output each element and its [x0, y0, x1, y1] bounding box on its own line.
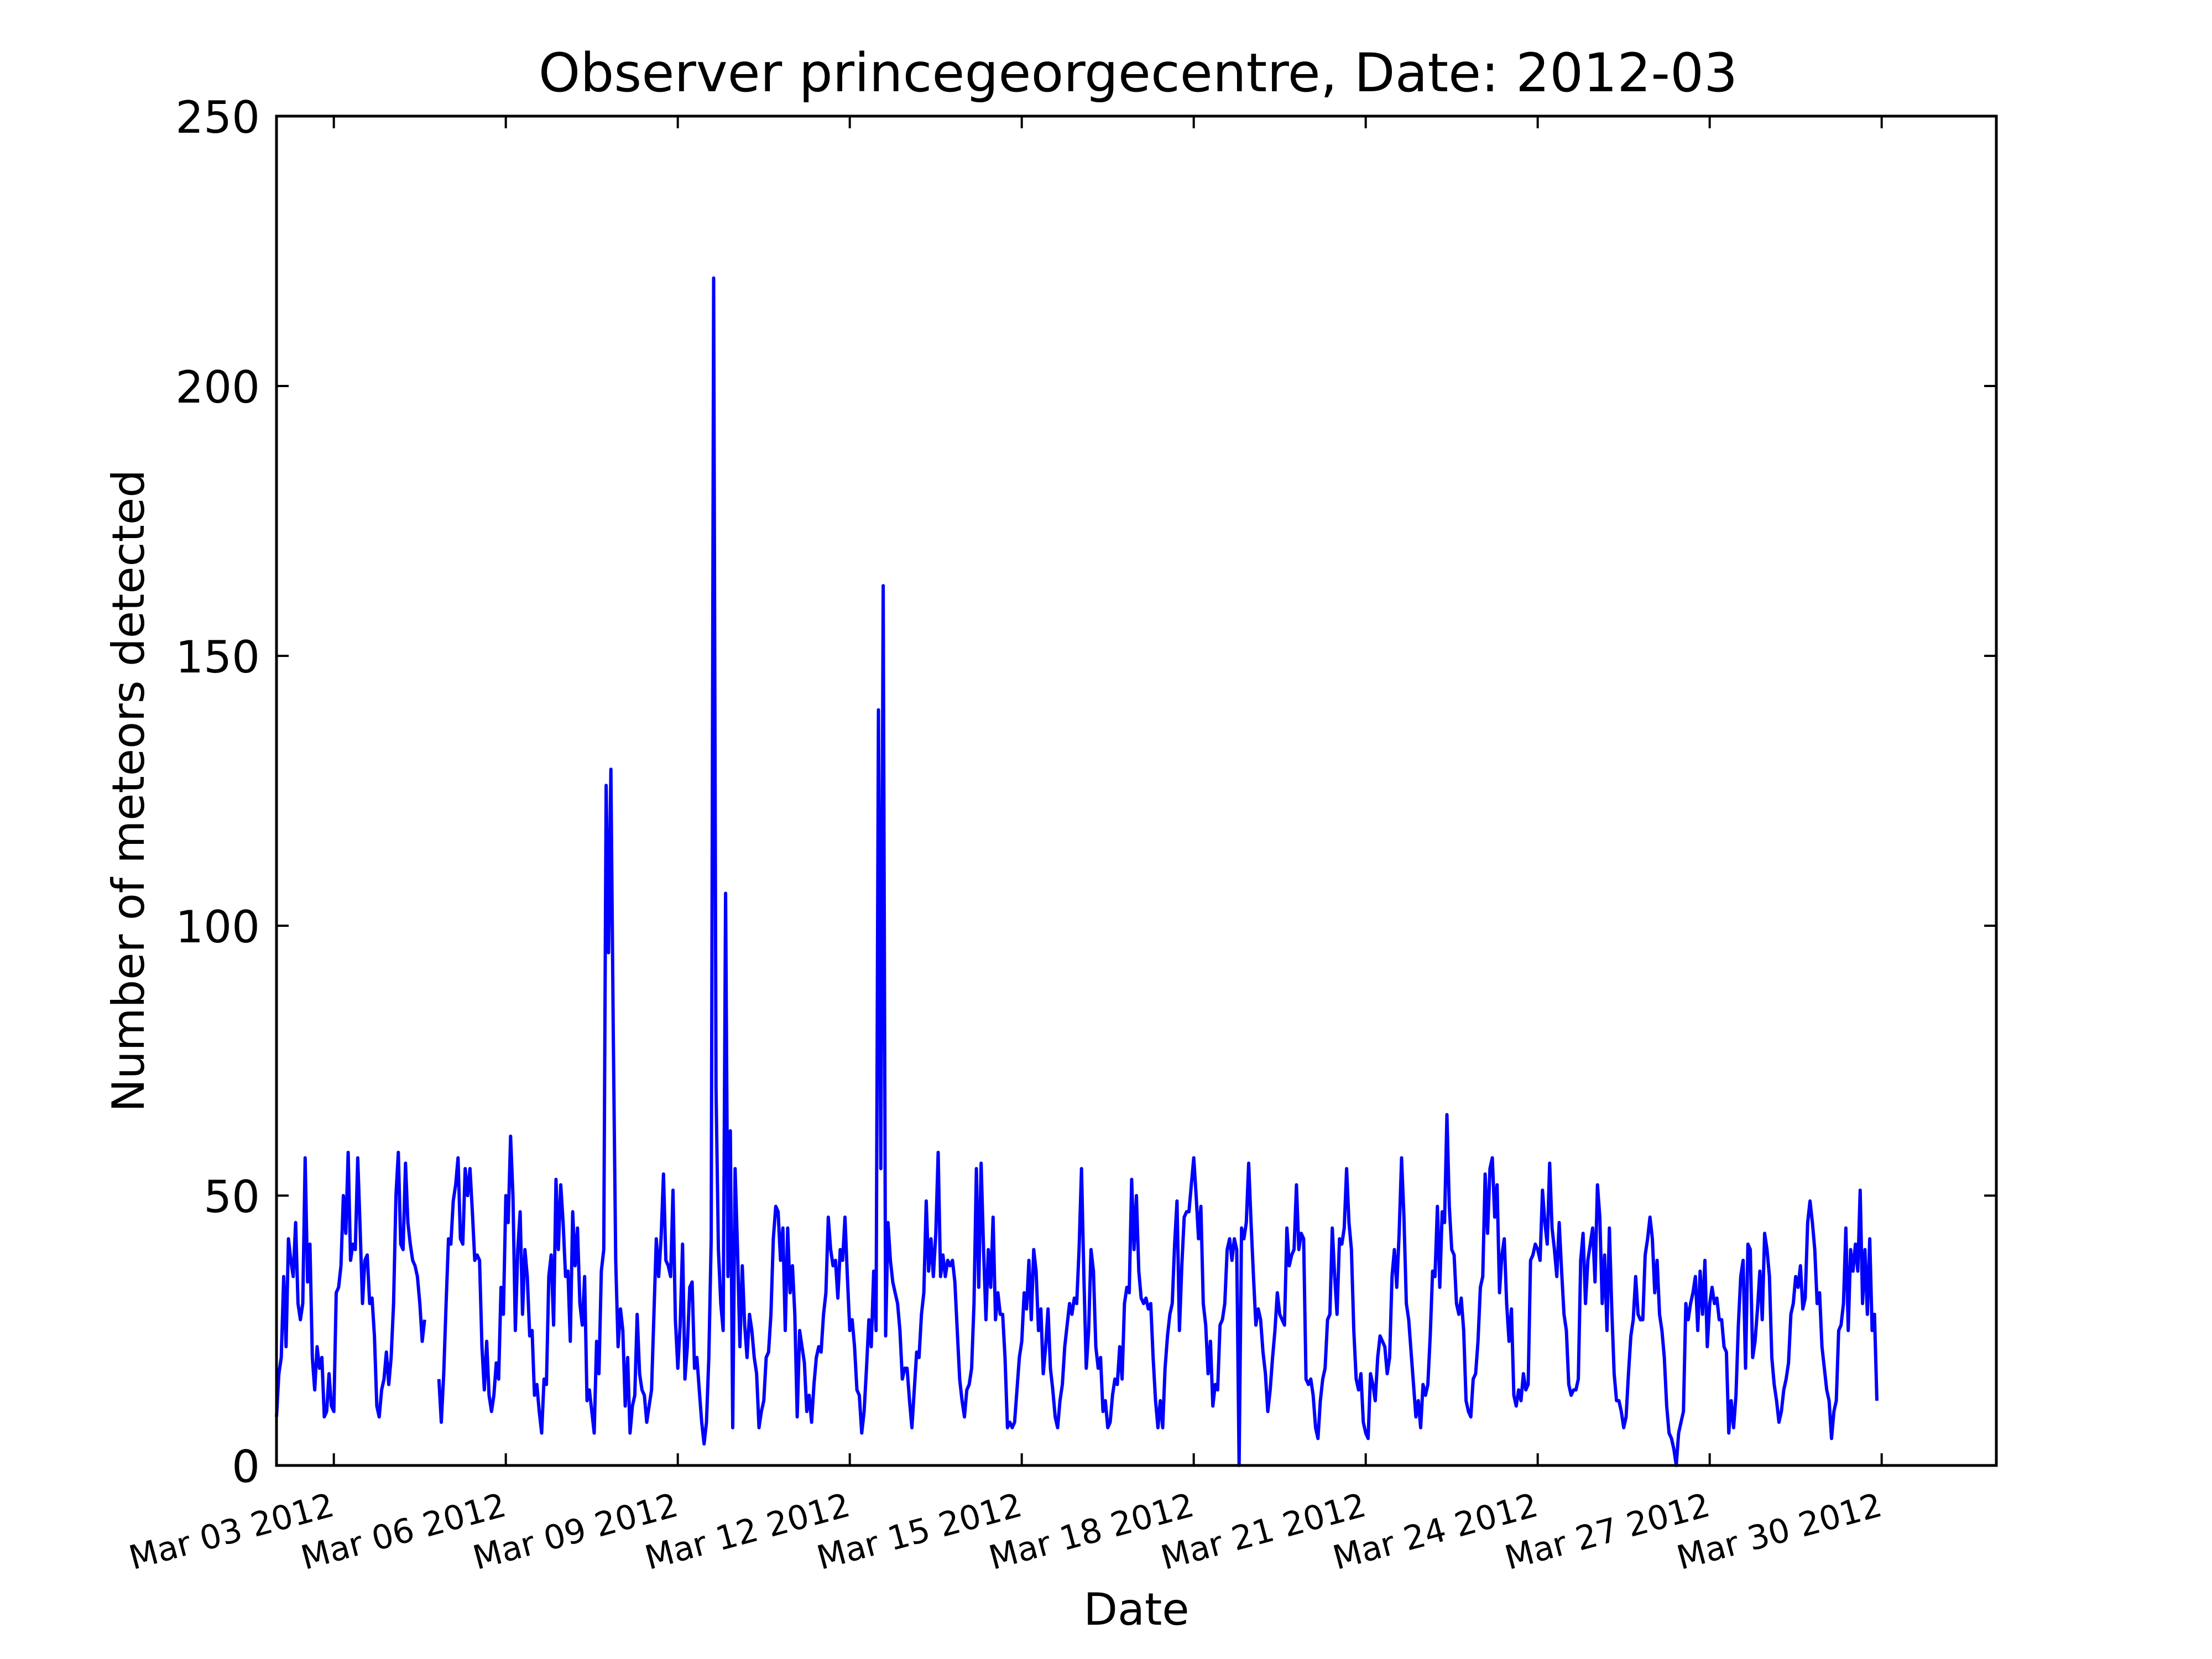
y-axis-label: Number of meteors detected [103, 469, 154, 1112]
y-tick-label: 200 [175, 362, 260, 413]
series-line-group [275, 276, 1879, 1467]
plot-frame [275, 114, 1998, 1467]
plot-area [275, 114, 1998, 1467]
x-axis-label: Date [1083, 1584, 1189, 1635]
y-tick-label: 50 [204, 1171, 260, 1223]
y-tick-label: 250 [175, 92, 260, 143]
series-line-segment [437, 276, 1879, 1467]
y-tick-label: 100 [175, 901, 260, 953]
series-line-segment [275, 1150, 426, 1419]
y-tick-label: 150 [175, 632, 260, 683]
chart-title: Observer princegeorgecentre, Date: 2012-… [539, 42, 1738, 104]
y-axis: 0 50 100 150 200 250 [175, 92, 1996, 1493]
y-tick-label: 0 [232, 1441, 260, 1493]
